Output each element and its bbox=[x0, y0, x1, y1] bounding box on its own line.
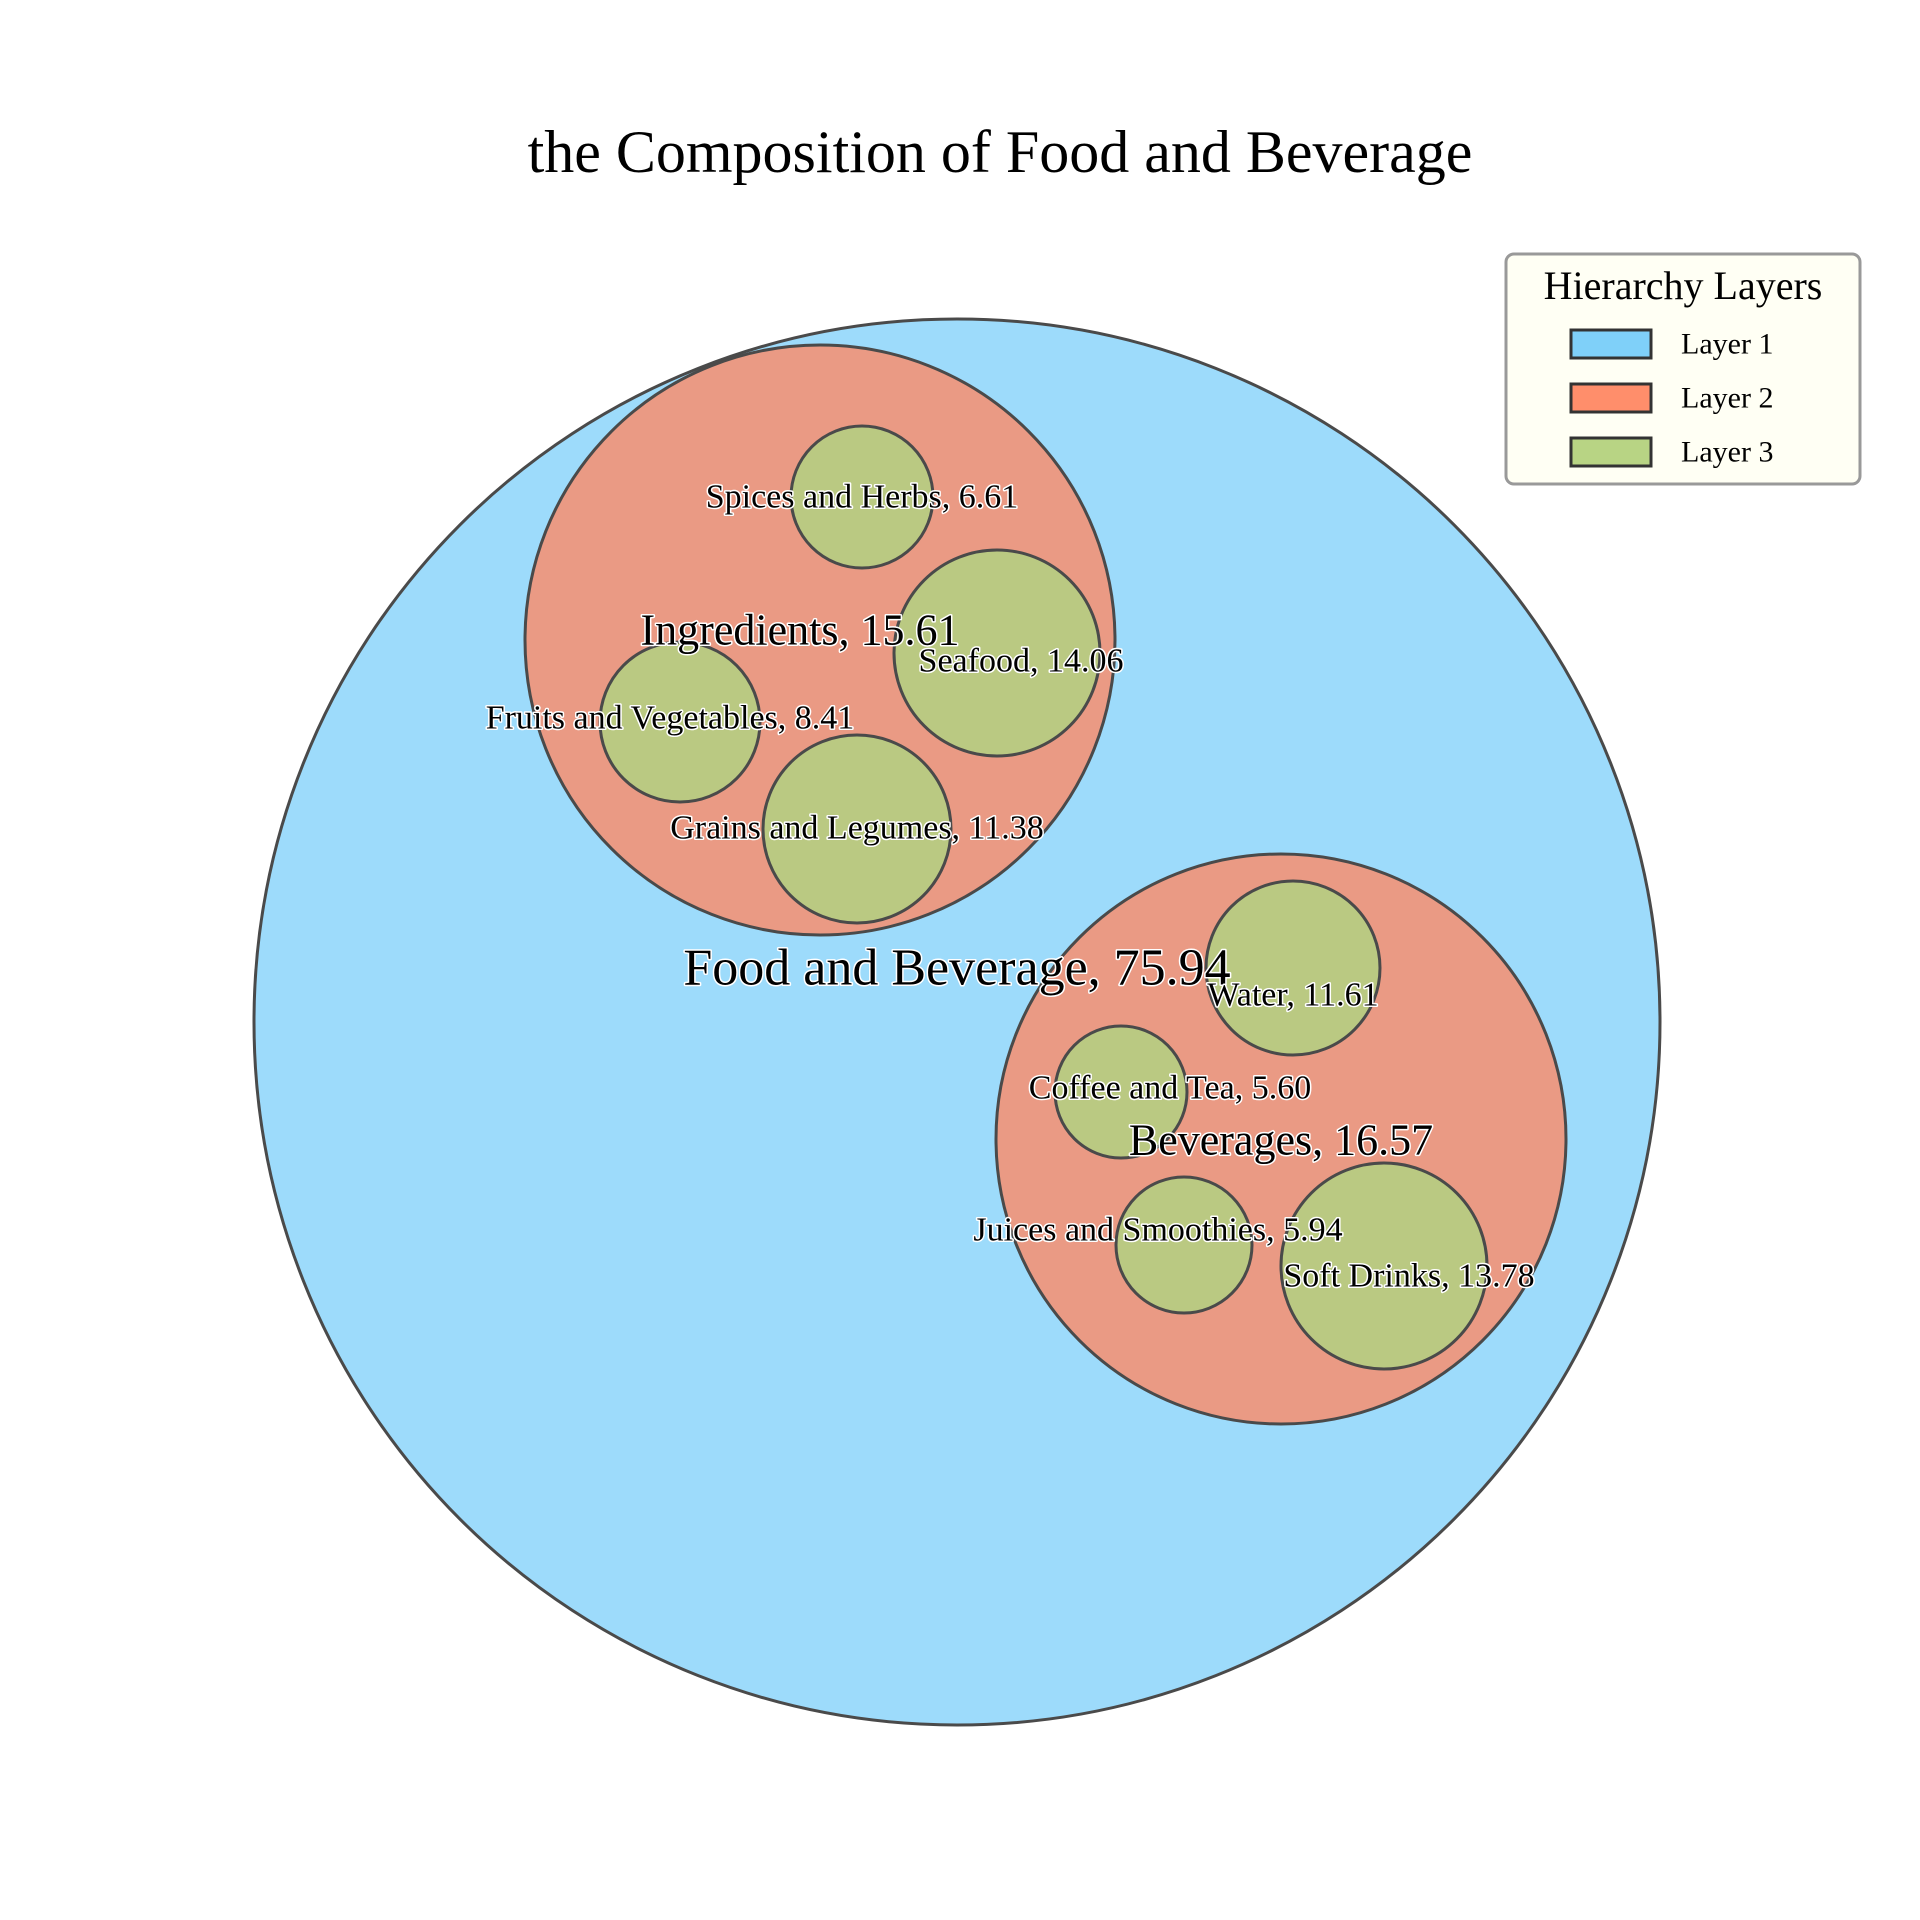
bubble-fruits-and-vegetables bbox=[598, 640, 762, 804]
legend-frame bbox=[1504, 252, 1862, 486]
legend-label-layer-3: Layer 3 bbox=[1681, 436, 1773, 469]
legend-label-layer-1: Layer 1 bbox=[1681, 328, 1773, 361]
chart-title: the Composition of Food and Beverage bbox=[528, 119, 1473, 185]
bubble-label-spices-and-herbs: Spices and Herbs, 6.61 bbox=[706, 479, 1019, 516]
legend-title: Hierarchy Layers bbox=[1544, 263, 1823, 308]
bubble-seafood bbox=[892, 548, 1102, 758]
bubble-spices-and-herbs bbox=[789, 424, 935, 570]
bubble-label-grains-and-legumes: Grains and Legumes, 11.38 bbox=[670, 810, 1044, 847]
bubble-label-food-and-beverage: Food and Beverage, 75.94 bbox=[683, 940, 1230, 997]
legend-swatch-layer-2 bbox=[1569, 382, 1653, 414]
bubble-label-ingredients: Ingredients, 15.61 bbox=[641, 606, 960, 655]
bubble-label-soft-drinks: Soft Drinks, 13.78 bbox=[1283, 1258, 1534, 1295]
bubble-labels-group: Food and Beverage, 75.94 Ingredients, 15.… bbox=[484, 477, 1536, 1296]
legend-swatch-layer-3 bbox=[1569, 436, 1653, 468]
legend-label-layer-2: Layer 2 bbox=[1681, 382, 1773, 415]
bubble-label-beverages: Beverages, 16.57 bbox=[1129, 1116, 1433, 1165]
bubble-grains-and-legumes bbox=[761, 733, 953, 925]
bubble-label-seafood: Seafood, 14.06 bbox=[919, 643, 1124, 680]
bubble-label-water: Water, 11.61 bbox=[1207, 977, 1378, 1014]
bubbles-group bbox=[252, 317, 1662, 1727]
bubble-label-coffee-and-tea: Coffee and Tea, 5.60 bbox=[1029, 1070, 1311, 1107]
bubble-label-fruits-and-vegetables: Fruits and Vegetables, 8.41 bbox=[486, 700, 855, 737]
legend: Hierarchy Layers Layer 1 Layer 2 Layer 3 bbox=[1504, 252, 1862, 486]
bubble-juices-and-smoothies bbox=[1114, 1175, 1254, 1315]
bubble-soft-drinks bbox=[1279, 1161, 1489, 1371]
legend-swatch-layer-1 bbox=[1569, 328, 1653, 360]
bubble-water bbox=[1204, 879, 1382, 1057]
bubble-label-juices-and-smoothies: Juices and Smoothies, 5.94 bbox=[973, 1212, 1342, 1249]
bubble-coffee-and-tea bbox=[1053, 1024, 1189, 1160]
